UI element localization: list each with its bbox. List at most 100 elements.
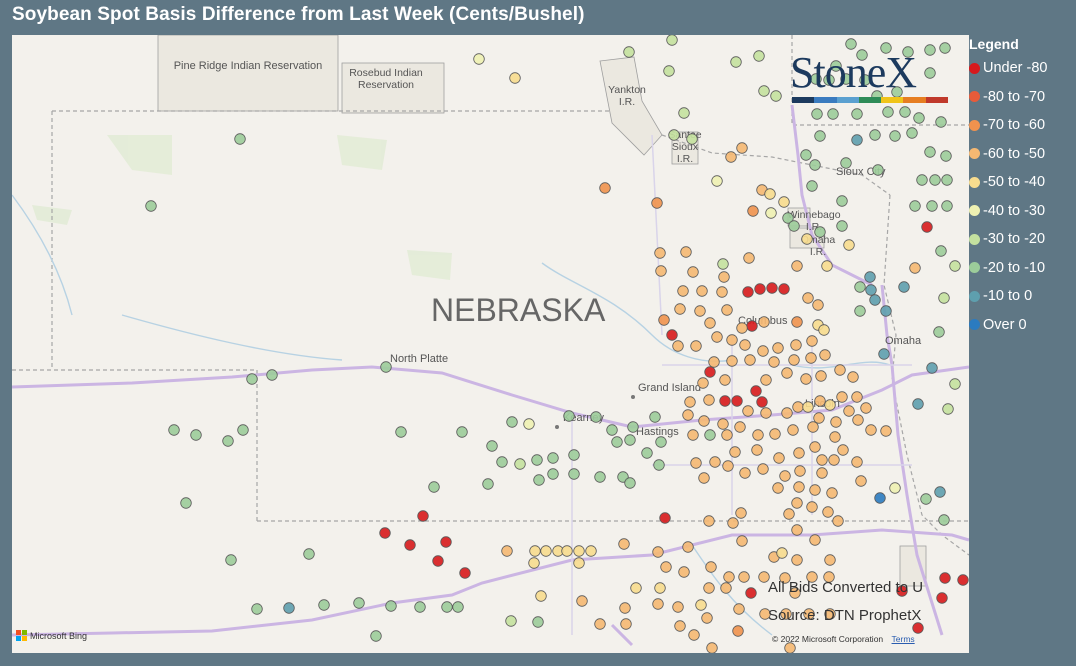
bid-point[interactable] — [721, 304, 733, 316]
bid-point[interactable] — [936, 592, 948, 604]
bid-point[interactable] — [802, 292, 814, 304]
bid-point[interactable] — [889, 130, 901, 142]
bid-point[interactable] — [788, 220, 800, 232]
bid-point[interactable] — [806, 571, 818, 583]
bid-point[interactable] — [611, 436, 623, 448]
bid-point[interactable] — [779, 470, 791, 482]
bid-point[interactable] — [750, 385, 762, 397]
bid-point[interactable] — [824, 608, 836, 620]
bid-point[interactable] — [482, 478, 494, 490]
bid-point[interactable] — [830, 60, 842, 72]
bid-point[interactable] — [781, 407, 793, 419]
bid-point[interactable] — [627, 421, 639, 433]
bid-point[interactable] — [899, 106, 911, 118]
bid-point[interactable] — [764, 188, 776, 200]
bid-point[interactable] — [896, 585, 908, 597]
bid-point[interactable] — [754, 283, 766, 295]
bid-point[interactable] — [703, 394, 715, 406]
bid-point[interactable] — [385, 600, 397, 612]
bid-point[interactable] — [234, 133, 246, 145]
bid-point[interactable] — [251, 603, 263, 615]
bid-point[interactable] — [701, 612, 713, 624]
bid-point[interactable] — [687, 266, 699, 278]
bid-point[interactable] — [851, 391, 863, 403]
bid-point[interactable] — [718, 271, 730, 283]
bid-point[interactable] — [813, 412, 825, 424]
bid-point[interactable] — [652, 598, 664, 610]
bid-point[interactable] — [395, 426, 407, 438]
bid-point[interactable] — [913, 112, 925, 124]
bid-point[interactable] — [809, 484, 821, 496]
bid-point[interactable] — [654, 247, 666, 259]
bid-point[interactable] — [794, 465, 806, 477]
bid-point[interactable] — [729, 446, 741, 458]
bid-point[interactable] — [379, 527, 391, 539]
bid-point[interactable] — [843, 405, 855, 417]
bid-point[interactable] — [688, 629, 700, 641]
bid-point[interactable] — [726, 355, 738, 367]
bid-point[interactable] — [585, 545, 597, 557]
legend-item[interactable]: -80 to -70 — [969, 83, 1076, 112]
bid-point[interactable] — [752, 429, 764, 441]
bid-point[interactable] — [735, 507, 747, 519]
map-visual[interactable]: Pine Ridge Indian Reservation Rosebud In… — [12, 35, 969, 653]
legend-item[interactable]: -40 to -30 — [969, 197, 1076, 226]
bid-point[interactable] — [659, 512, 671, 524]
bid-point[interactable] — [590, 411, 602, 423]
bid-point[interactable] — [180, 497, 192, 509]
bid-point[interactable] — [869, 294, 881, 306]
bid-point[interactable] — [830, 416, 842, 428]
bid-point[interactable] — [827, 108, 839, 120]
bid-point[interactable] — [791, 260, 803, 272]
bid-point[interactable] — [496, 456, 508, 468]
bid-point[interactable] — [909, 262, 921, 274]
bid-point[interactable] — [942, 403, 954, 415]
bid-point[interactable] — [531, 454, 543, 466]
bid-point[interactable] — [624, 434, 636, 446]
bid-point[interactable] — [573, 545, 585, 557]
bid-point[interactable] — [924, 146, 936, 158]
bid-point[interactable] — [939, 42, 951, 54]
bid-point[interactable] — [501, 545, 513, 557]
bid-point[interactable] — [486, 440, 498, 452]
bid-point[interactable] — [845, 38, 857, 50]
bid-point[interactable] — [836, 195, 848, 207]
bid-point[interactable] — [690, 457, 702, 469]
bid-point[interactable] — [594, 471, 606, 483]
bid-point[interactable] — [736, 322, 748, 334]
bid-point[interactable] — [768, 356, 780, 368]
bid-point[interactable] — [772, 342, 784, 354]
bid-point[interactable] — [809, 441, 821, 453]
bid-point[interactable] — [758, 85, 770, 97]
bid-point[interactable] — [641, 447, 653, 459]
bid-point[interactable] — [678, 566, 690, 578]
bid-point[interactable] — [706, 642, 718, 653]
bid-point[interactable] — [599, 182, 611, 194]
bid-point[interactable] — [878, 348, 890, 360]
bid-point[interactable] — [726, 334, 738, 346]
bid-point[interactable] — [666, 35, 678, 46]
bid-point[interactable] — [772, 482, 784, 494]
bid-point[interactable] — [540, 545, 552, 557]
bid-point[interactable] — [722, 460, 734, 472]
bid-point[interactable] — [704, 429, 716, 441]
bid-point[interactable] — [623, 46, 635, 58]
bid-point[interactable] — [807, 421, 819, 433]
bid-point[interactable] — [889, 482, 901, 494]
bid-point[interactable] — [935, 116, 947, 128]
bid-point[interactable] — [674, 303, 686, 315]
bid-point[interactable] — [843, 239, 855, 251]
bid-point[interactable] — [814, 130, 826, 142]
bid-point[interactable] — [404, 539, 416, 551]
bid-point[interactable] — [780, 608, 792, 620]
bid-point[interactable] — [723, 571, 735, 583]
bid-point[interactable] — [568, 449, 580, 461]
bid-point[interactable] — [734, 421, 746, 433]
bid-point[interactable] — [826, 487, 838, 499]
bid-point[interactable] — [370, 630, 382, 642]
bid-point[interactable] — [720, 582, 732, 594]
bid-point[interactable] — [736, 535, 748, 547]
bid-point[interactable] — [939, 572, 951, 584]
bid-point[interactable] — [709, 456, 721, 468]
bid-point[interactable] — [743, 252, 755, 264]
